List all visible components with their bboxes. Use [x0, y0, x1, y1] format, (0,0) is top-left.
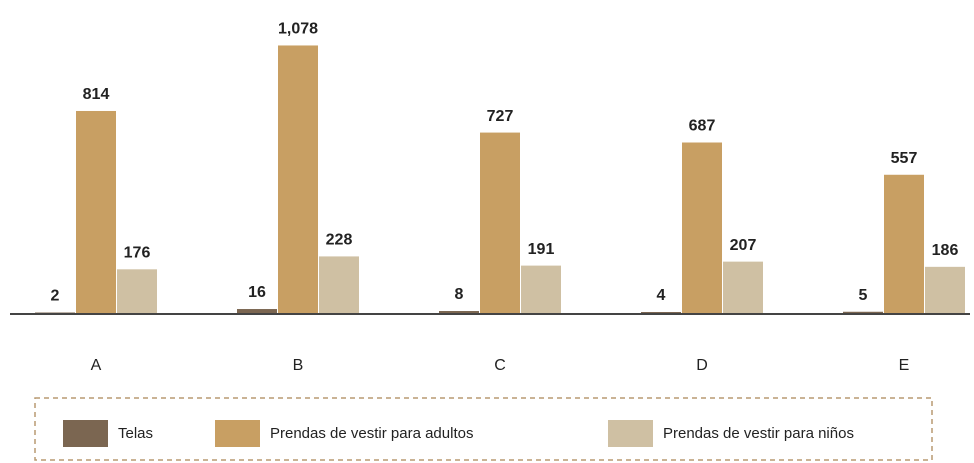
bar: [237, 309, 277, 313]
value-label: 207: [730, 237, 757, 254]
bar: [723, 261, 763, 313]
x-tick-label: E: [899, 357, 910, 374]
value-label: 4: [657, 287, 666, 304]
value-label: 557: [891, 150, 918, 167]
legend-label: Telas: [118, 425, 153, 442]
x-tick-label: D: [696, 357, 708, 374]
value-label: 8: [455, 286, 464, 303]
legend-swatch: [215, 420, 260, 447]
legend-box: [34, 397, 933, 461]
value-label: 687: [689, 118, 716, 135]
bar: [884, 174, 924, 313]
value-label: 16: [248, 284, 266, 301]
bar: [278, 45, 318, 314]
value-label: 2: [51, 288, 60, 305]
value-label: 814: [83, 86, 110, 103]
x-tick-label: B: [293, 357, 304, 374]
bar: [521, 265, 561, 313]
value-label: 5: [859, 287, 868, 304]
legend-swatch: [608, 420, 653, 447]
value-label: 727: [487, 108, 514, 125]
legend-swatch: [63, 420, 108, 447]
bar: [117, 269, 157, 313]
bar: [925, 266, 965, 313]
value-label: 186: [932, 242, 959, 259]
legend-label: Prendas de vestir para adultos: [270, 425, 473, 442]
bar: [682, 142, 722, 313]
legend-label: Prendas de vestir para niños: [663, 425, 854, 442]
x-tick-label: C: [494, 357, 506, 374]
bar: [641, 312, 681, 313]
value-label: 1,078: [278, 21, 318, 38]
bar: [319, 256, 359, 313]
value-label: 176: [124, 245, 151, 262]
x-tick-label: A: [91, 357, 102, 374]
bar: [843, 311, 883, 313]
bar: [480, 132, 520, 313]
bar: [76, 110, 116, 313]
bar: [439, 311, 479, 313]
value-label: 191: [528, 241, 555, 258]
value-label: 228: [326, 232, 353, 249]
